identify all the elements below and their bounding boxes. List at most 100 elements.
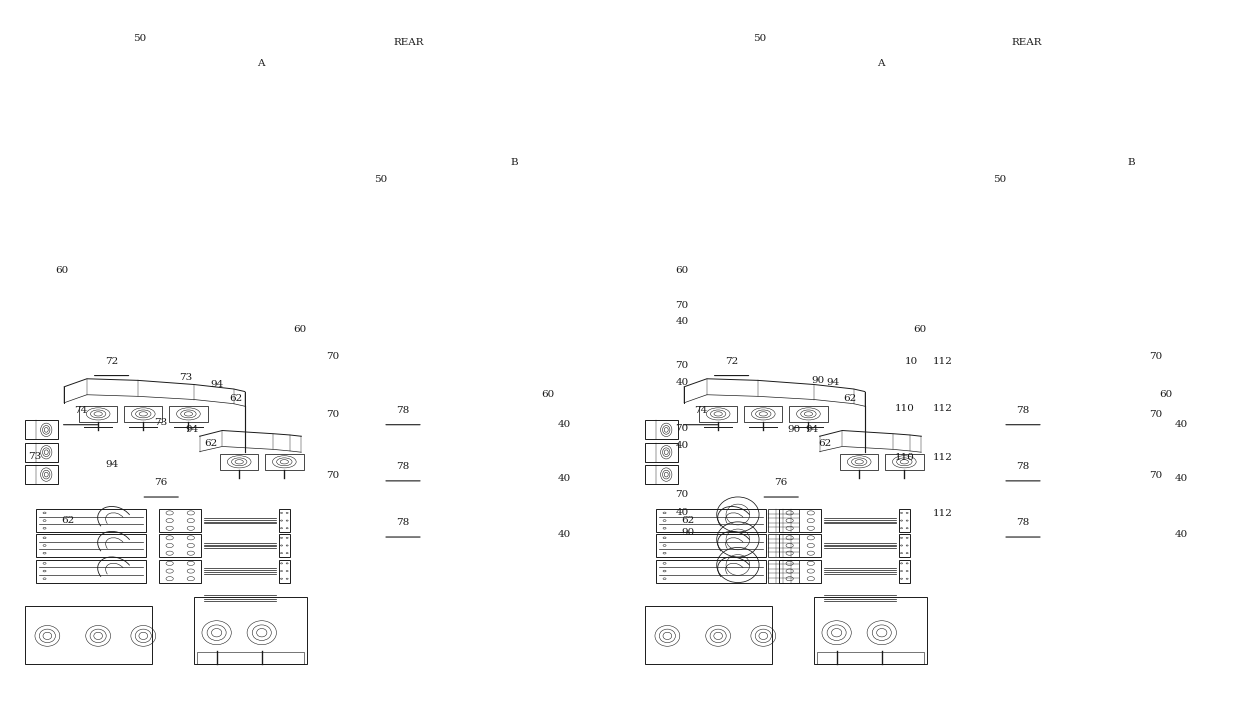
Bar xyxy=(159,559,201,583)
Bar xyxy=(25,420,57,439)
Bar xyxy=(169,406,207,422)
Bar xyxy=(839,453,878,470)
Bar xyxy=(817,651,924,663)
Text: 70: 70 xyxy=(1149,352,1162,361)
Bar xyxy=(36,509,146,532)
Text: REAR: REAR xyxy=(394,38,424,46)
Text: 90: 90 xyxy=(682,528,694,536)
Bar xyxy=(768,509,799,532)
Bar xyxy=(193,597,306,663)
Text: 50: 50 xyxy=(374,175,387,183)
Bar xyxy=(656,534,766,557)
Text: 62: 62 xyxy=(843,395,856,403)
Text: 10: 10 xyxy=(905,357,918,366)
Text: 74: 74 xyxy=(694,406,707,415)
Text: 112: 112 xyxy=(932,357,952,366)
Text: 76: 76 xyxy=(775,479,787,487)
Bar xyxy=(36,534,146,557)
Text: 78: 78 xyxy=(1017,519,1029,527)
Bar xyxy=(279,509,290,532)
Text: 72: 72 xyxy=(105,357,118,366)
Text: 50: 50 xyxy=(754,34,766,43)
Text: 72: 72 xyxy=(725,357,738,366)
Bar xyxy=(645,465,677,484)
Bar xyxy=(899,559,910,583)
Bar xyxy=(699,406,738,422)
Bar xyxy=(885,453,924,470)
Text: B: B xyxy=(1127,159,1135,167)
Text: REAR: REAR xyxy=(1012,38,1042,46)
Text: 70: 70 xyxy=(676,424,688,432)
Text: 94: 94 xyxy=(186,425,198,434)
Bar xyxy=(279,559,290,583)
Bar xyxy=(744,406,782,422)
Bar xyxy=(815,597,926,663)
Text: 40: 40 xyxy=(676,442,688,450)
Text: 40: 40 xyxy=(558,420,570,429)
Text: 40: 40 xyxy=(676,317,688,326)
Text: B: B xyxy=(511,159,518,167)
Text: 70: 70 xyxy=(326,472,339,480)
Text: 60: 60 xyxy=(294,326,306,334)
Text: 90: 90 xyxy=(787,425,800,434)
Text: 73: 73 xyxy=(155,418,167,427)
Text: 62: 62 xyxy=(818,439,831,448)
Text: 110: 110 xyxy=(895,453,915,462)
Bar xyxy=(25,465,57,484)
Text: 112: 112 xyxy=(932,453,952,462)
Text: 78: 78 xyxy=(397,406,409,415)
Bar xyxy=(779,559,821,583)
Text: 70: 70 xyxy=(676,361,688,369)
Text: 73: 73 xyxy=(180,373,192,382)
Bar xyxy=(779,534,821,557)
Bar xyxy=(79,406,118,422)
Text: 73: 73 xyxy=(29,452,41,461)
Text: 78: 78 xyxy=(1017,406,1029,415)
Text: 78: 78 xyxy=(397,463,409,471)
Text: 70: 70 xyxy=(676,301,688,310)
Bar xyxy=(899,509,910,532)
Text: 90: 90 xyxy=(812,376,825,385)
Text: 112: 112 xyxy=(932,510,952,518)
Text: 94: 94 xyxy=(105,461,118,469)
Bar xyxy=(768,559,799,583)
Text: 40: 40 xyxy=(676,508,688,517)
Text: 78: 78 xyxy=(397,519,409,527)
Text: 40: 40 xyxy=(558,475,570,483)
Bar xyxy=(159,509,201,532)
Text: 60: 60 xyxy=(542,390,554,399)
Bar xyxy=(197,651,304,663)
Text: 40: 40 xyxy=(1176,475,1188,483)
Bar xyxy=(25,607,151,663)
Text: 94: 94 xyxy=(211,380,223,389)
Text: 70: 70 xyxy=(676,491,688,499)
Text: 60: 60 xyxy=(914,326,926,334)
Text: 76: 76 xyxy=(155,479,167,487)
Text: 40: 40 xyxy=(1176,420,1188,429)
Text: 74: 74 xyxy=(74,406,87,415)
Text: A: A xyxy=(877,59,884,67)
Text: 110: 110 xyxy=(895,404,915,413)
Bar xyxy=(159,534,201,557)
Text: 112: 112 xyxy=(932,404,952,413)
Text: 50: 50 xyxy=(134,34,146,43)
Bar xyxy=(779,509,821,532)
Text: 62: 62 xyxy=(62,517,74,525)
Text: 40: 40 xyxy=(1176,531,1188,539)
Bar xyxy=(656,509,766,532)
Text: 50: 50 xyxy=(993,175,1006,183)
Bar xyxy=(279,534,290,557)
Text: 78: 78 xyxy=(1017,463,1029,471)
Text: 40: 40 xyxy=(676,378,688,387)
Text: 60: 60 xyxy=(676,266,688,274)
Bar xyxy=(899,534,910,557)
Bar xyxy=(656,559,766,583)
Bar xyxy=(645,607,771,663)
Text: 70: 70 xyxy=(326,410,339,418)
Text: 62: 62 xyxy=(205,439,217,448)
Bar xyxy=(25,443,57,462)
Text: 60: 60 xyxy=(56,266,68,274)
Bar xyxy=(219,453,258,470)
Bar xyxy=(36,559,146,583)
Text: 94: 94 xyxy=(827,378,839,387)
